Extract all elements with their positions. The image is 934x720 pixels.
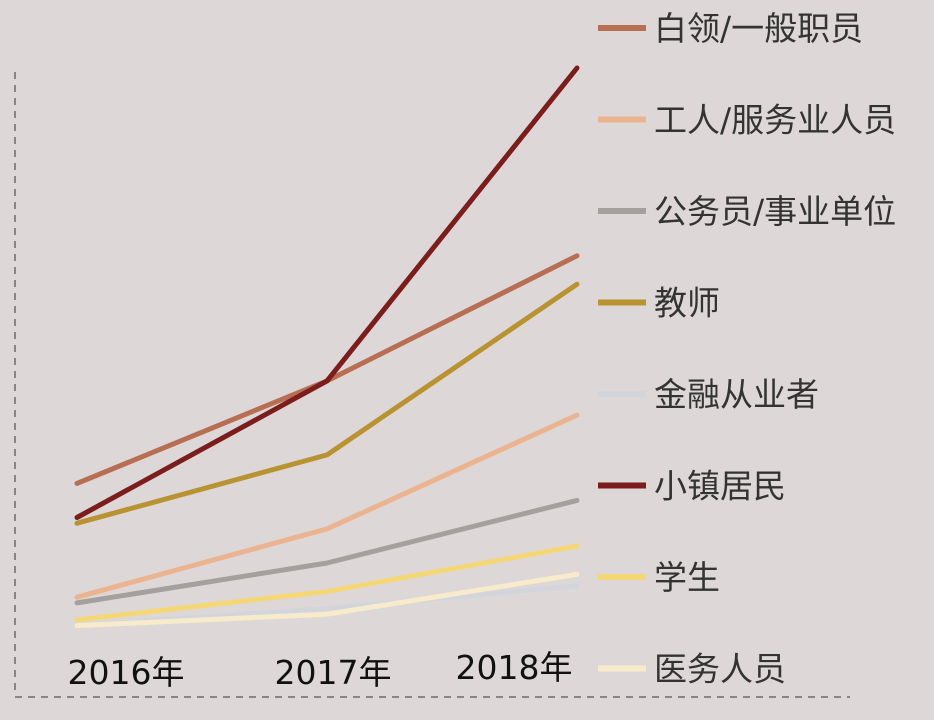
- series-line-1: [74, 412, 580, 600]
- series-layer: [74, 65, 580, 629]
- x-tick-label: 2016年: [68, 653, 185, 692]
- series-line-6: [74, 543, 580, 623]
- x-tick-label: 2018年: [456, 648, 573, 687]
- series-line-3: [74, 281, 580, 526]
- series-line-7: [74, 571, 580, 629]
- series-line-2: [74, 497, 580, 606]
- legend-label: 公务员/事业单位: [654, 192, 896, 231]
- legend-label: 小镇居民: [654, 467, 786, 506]
- legend-label: 学生: [654, 558, 720, 597]
- legend-label: 教师: [654, 284, 720, 323]
- legend-label: 医务人员: [654, 650, 786, 689]
- x-tick-labels: 2016年 2017年 2018年: [68, 648, 573, 692]
- series-line-5: [74, 65, 580, 520]
- legend-label: 金融从业者: [654, 375, 819, 414]
- legend-label: 白领/一般职员: [654, 9, 863, 48]
- legend-label: 工人/服务业人员: [654, 101, 896, 140]
- x-tick-label: 2017年: [275, 653, 392, 692]
